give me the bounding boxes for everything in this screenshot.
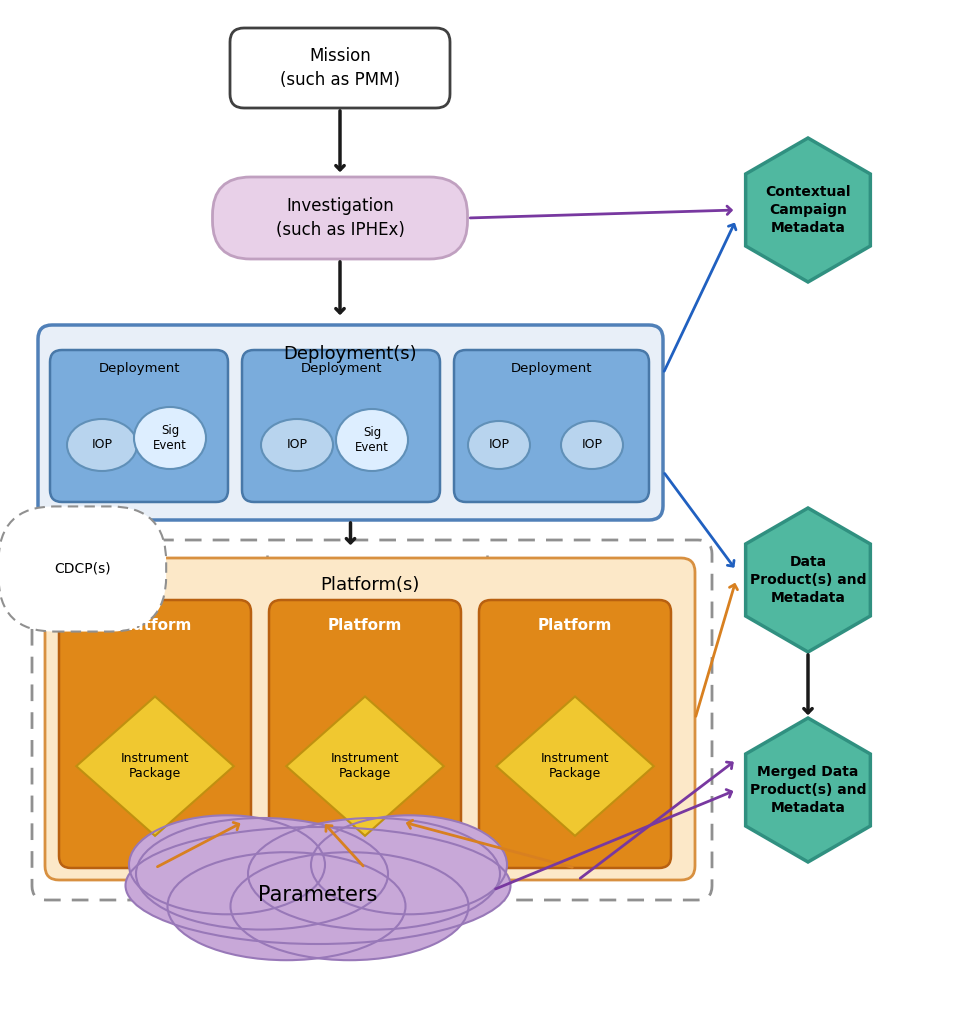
Ellipse shape [230,852,469,961]
Ellipse shape [261,419,333,471]
Ellipse shape [468,421,530,469]
FancyBboxPatch shape [38,325,663,520]
Polygon shape [497,696,654,836]
Text: Deployment: Deployment [300,362,382,375]
FancyBboxPatch shape [269,600,461,868]
FancyBboxPatch shape [479,600,671,868]
FancyBboxPatch shape [213,177,468,259]
Text: IOP: IOP [286,438,308,452]
Text: IOP: IOP [489,438,510,452]
Text: IOP: IOP [582,438,603,452]
Text: Instrument
Package: Instrument Package [330,753,399,780]
Text: Deployment: Deployment [98,362,180,375]
FancyBboxPatch shape [230,28,450,108]
FancyBboxPatch shape [242,350,440,502]
Text: CDCP(s): CDCP(s) [54,562,111,575]
Text: Deployment: Deployment [511,362,592,375]
Text: Deployment(s): Deployment(s) [284,345,417,362]
Ellipse shape [336,409,408,471]
Text: Sig
Event: Sig Event [153,424,187,452]
FancyBboxPatch shape [45,558,695,880]
Ellipse shape [248,818,500,930]
Text: Mission
(such as PMM): Mission (such as PMM) [280,47,400,89]
Ellipse shape [311,815,507,914]
Text: Data
Product(s) and
Metadata: Data Product(s) and Metadata [750,555,866,605]
Ellipse shape [125,827,511,944]
Text: Instrument
Package: Instrument Package [120,753,189,780]
Text: Platform(s): Platform(s) [320,575,419,594]
Text: Sig
Event: Sig Event [355,426,389,454]
FancyBboxPatch shape [59,600,251,868]
Text: Platform: Platform [328,618,402,633]
Ellipse shape [167,852,406,961]
Polygon shape [746,718,870,862]
Text: Contextual
Campaign
Metadata: Contextual Campaign Metadata [765,184,851,236]
Text: Merged Data
Product(s) and
Metadata: Merged Data Product(s) and Metadata [750,765,866,815]
FancyBboxPatch shape [50,350,228,502]
Text: Platform: Platform [538,618,612,633]
Ellipse shape [129,815,325,914]
Polygon shape [746,508,870,652]
Ellipse shape [136,818,388,930]
FancyBboxPatch shape [454,350,649,502]
Ellipse shape [561,421,623,469]
Text: IOP: IOP [92,438,113,452]
Text: Platform: Platform [117,618,192,633]
Text: Instrument
Package: Instrument Package [541,753,609,780]
Ellipse shape [134,407,206,469]
Ellipse shape [67,419,137,471]
Text: Investigation
(such as IPHEx): Investigation (such as IPHEx) [276,198,404,239]
Polygon shape [286,696,444,836]
Polygon shape [746,138,870,282]
Text: Parameters: Parameters [258,885,377,905]
Polygon shape [76,696,234,836]
